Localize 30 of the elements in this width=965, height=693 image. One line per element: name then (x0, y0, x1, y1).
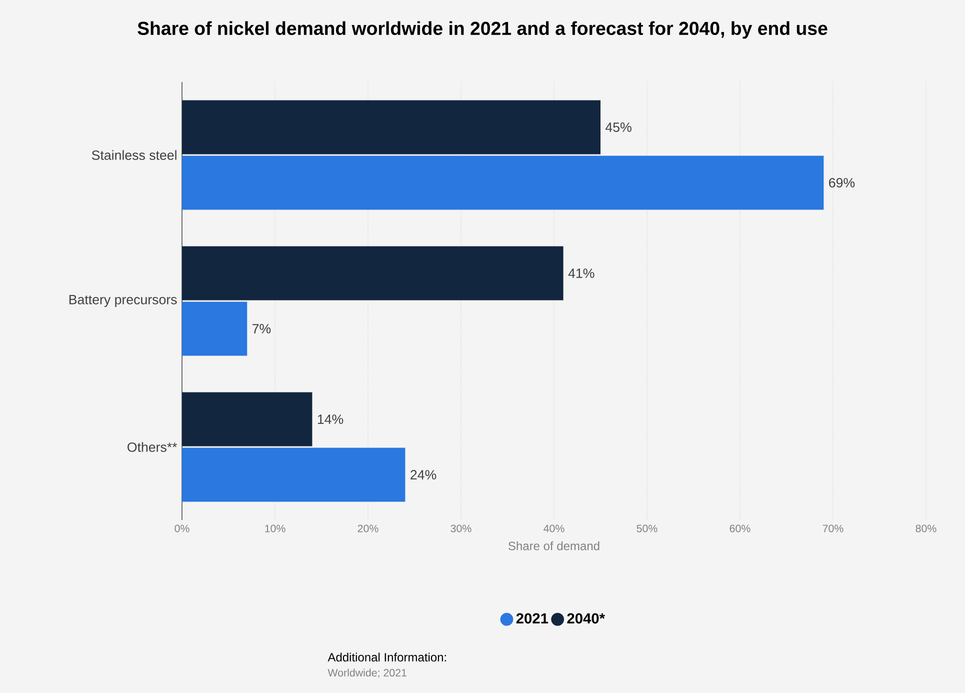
data-label: 7% (252, 324, 271, 334)
legend-label: 2040* (567, 613, 606, 624)
legend-label: 2021 (516, 613, 548, 624)
text: Worldwide; 2021 (328, 668, 406, 678)
x-tick-label: 50% (636, 524, 658, 532)
bar (182, 302, 248, 356)
y-tick-label: Others** (128, 442, 178, 452)
x-tick-label: 60% (730, 524, 750, 532)
data-label: 24% (410, 470, 436, 480)
data-label: 14% (318, 414, 344, 424)
bar (182, 100, 600, 154)
x-tick-label: 20% (358, 524, 378, 532)
x-tick-label: 10% (265, 524, 286, 532)
text: Additional Information: (328, 652, 446, 662)
x-tick-label: 30% (450, 524, 472, 532)
x-axis-title: Share of demand (508, 541, 600, 550)
x-tick-label: 40% (544, 524, 564, 532)
bar (182, 156, 824, 210)
y-tick-label: Battery precursors (69, 295, 177, 307)
bar (182, 392, 312, 446)
data-label: 45% (606, 122, 632, 132)
data-label: 69% (829, 178, 855, 188)
bar (182, 448, 406, 502)
x-tick-label: 80% (916, 524, 936, 532)
x-tick-label: 70% (822, 524, 844, 532)
x-tick-label: 0% (174, 524, 190, 532)
bar (182, 246, 564, 300)
y-tick-label: Stainless steel (92, 150, 176, 160)
chart-title: Share of nickel demand worldwide in 2021 and a forecast for 2040, by end use (138, 21, 828, 39)
data-label: 41% (568, 268, 594, 278)
